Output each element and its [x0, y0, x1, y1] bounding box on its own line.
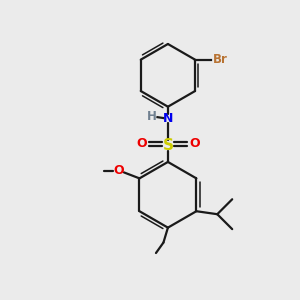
Text: S: S [162, 138, 173, 153]
Text: N: N [163, 112, 173, 125]
Text: O: O [113, 164, 124, 177]
Text: H: H [147, 110, 156, 123]
Text: Br: Br [212, 53, 227, 66]
Text: O: O [136, 137, 147, 150]
Text: O: O [189, 137, 200, 150]
